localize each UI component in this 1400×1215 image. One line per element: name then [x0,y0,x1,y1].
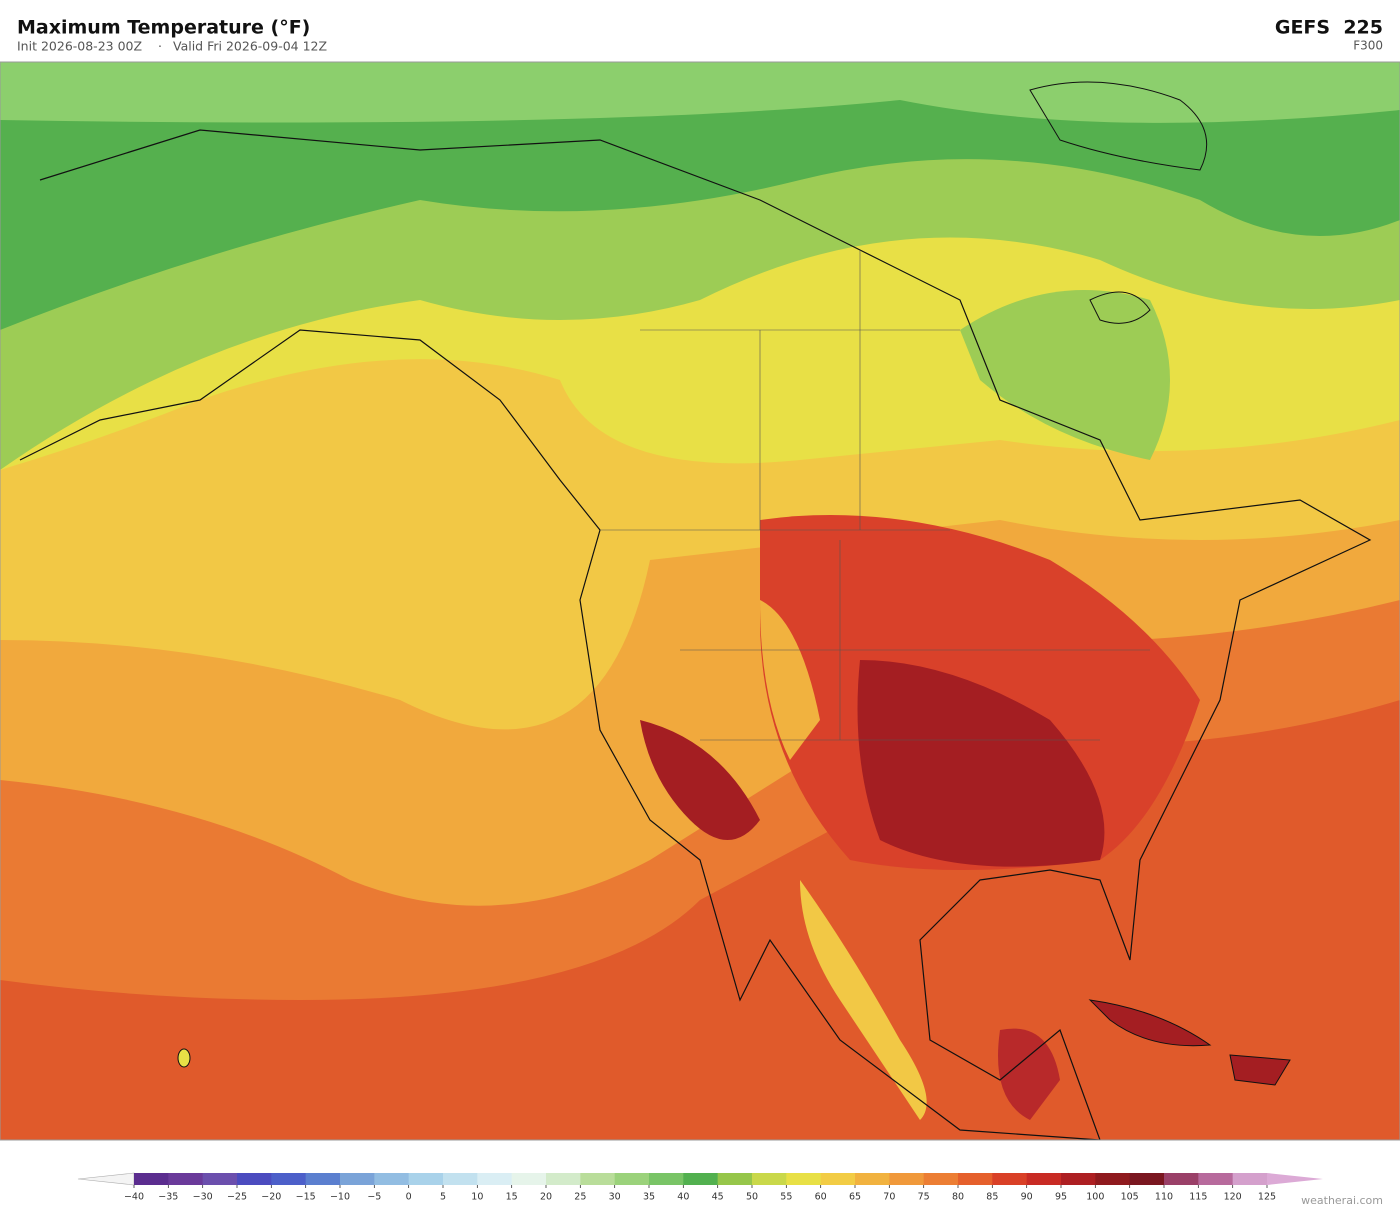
colorbar-bin [1026,1173,1062,1185]
colorbar-bin [855,1173,890,1185]
colorbar-bin [305,1173,341,1185]
colorbar-bin [443,1173,478,1185]
separator: · [158,39,162,54]
colorbar-tick-label: 5 [440,1192,446,1203]
colorbar-bin [1198,1173,1234,1185]
model: GEFS 225 [1275,17,1383,39]
colorbar-tick-label: 90 [1021,1192,1033,1203]
colorbar-bin [374,1173,410,1185]
colorbar-bin [511,1173,547,1185]
colorbar-bin [202,1173,238,1185]
colorbar-bin [1232,1173,1268,1185]
colorbar-under [77,1172,135,1186]
colorbar-tick-label: −35 [158,1192,178,1203]
valid-time: Valid Fri 2026-09-04 12Z [173,39,327,54]
colorbar-tick-label: 50 [746,1192,758,1203]
colorbar-tick-label: 120 [1224,1192,1242,1203]
colorbar-tick-label: −25 [227,1192,247,1203]
colorbar-bin [752,1173,787,1185]
colorbar-bin [340,1173,375,1185]
map [0,61,1400,1141]
colorbar-bin [546,1173,581,1185]
colorbar-bin [408,1173,444,1185]
colorbar-bin [820,1173,856,1185]
colorbar-tick-label: 55 [780,1192,792,1203]
colorbar-bin [580,1173,616,1185]
colorbar-tick-label: 35 [643,1192,655,1203]
colorbar-bin [786,1173,822,1185]
colorbar-tick-label: −40 [124,1192,144,1203]
colorbar-tick-label: 110 [1155,1192,1173,1203]
colorbar-bin [649,1173,684,1185]
colorbar: −40 −35 −30 −25 −20 −15 −10 −5 0 5 10 15 20 25 30 35 40 4… [77,1172,1323,1203]
init-time: Init 2026-08-23 00Z [17,39,142,54]
colorbar-bin [923,1173,959,1185]
colorbar-tick-label: 75 [918,1192,930,1203]
colorbar-tick-label: 65 [849,1192,861,1203]
colorbar-tick-label: 125 [1258,1192,1276,1203]
colorbar-bin [271,1173,307,1185]
colorbar-over [1267,1173,1323,1185]
colorbar-tick-label: 80 [952,1192,964,1203]
colorbar-bin [134,1173,169,1185]
colorbar-tick-label: −30 [193,1192,213,1203]
colorbar-bin [1164,1173,1199,1185]
forecast-hour: F300 [1353,39,1383,53]
colorbar-bin [237,1173,272,1185]
colorbar-tick-label: −5 [367,1192,381,1203]
colorbar-bin [958,1173,993,1185]
colorbar-bin [717,1173,753,1185]
colorbar-bin [614,1173,650,1185]
colorbar-tick-label: 30 [609,1192,621,1203]
colorbar-bin [889,1173,925,1185]
colorbar-bin [168,1173,204,1185]
colorbar-bin [1095,1173,1131,1185]
colorbar-tick-label: 15 [506,1192,518,1203]
colorbar-tick-label: 60 [815,1192,827,1203]
colorbar-bin [992,1173,1028,1185]
colorbar-tick-label: 85 [986,1192,998,1203]
colorbar-tick-label: 10 [471,1192,483,1203]
watermark: weatherai.com [1301,1194,1383,1207]
colorbar-tick-label: 100 [1086,1192,1104,1203]
colorbar-tick-label: 40 [677,1192,689,1203]
colorbar-tick-label: 70 [883,1192,895,1203]
colorbar-tick-label: −20 [261,1192,281,1203]
colorbar-tick-label: 45 [712,1192,724,1203]
colorbar-tick-label: 25 [574,1192,586,1203]
colorbar-tick-label: 0 [406,1192,412,1203]
colorbar-bin [1129,1173,1165,1185]
colorbar-tick-label: −15 [296,1192,316,1203]
colorbar-tick-label: 95 [1055,1192,1067,1203]
colorbar-tick-label: 105 [1121,1192,1139,1203]
colorbar-tick-label: −10 [330,1192,350,1203]
colorbar-tick-label: 115 [1189,1192,1207,1203]
colorbar-tick-label: 20 [540,1192,552,1203]
colorbar-bin [683,1173,719,1185]
colorbar-bin [1061,1173,1096,1185]
colorbar-bin [477,1173,513,1185]
title: Maximum Temperature (°F) [17,17,310,39]
